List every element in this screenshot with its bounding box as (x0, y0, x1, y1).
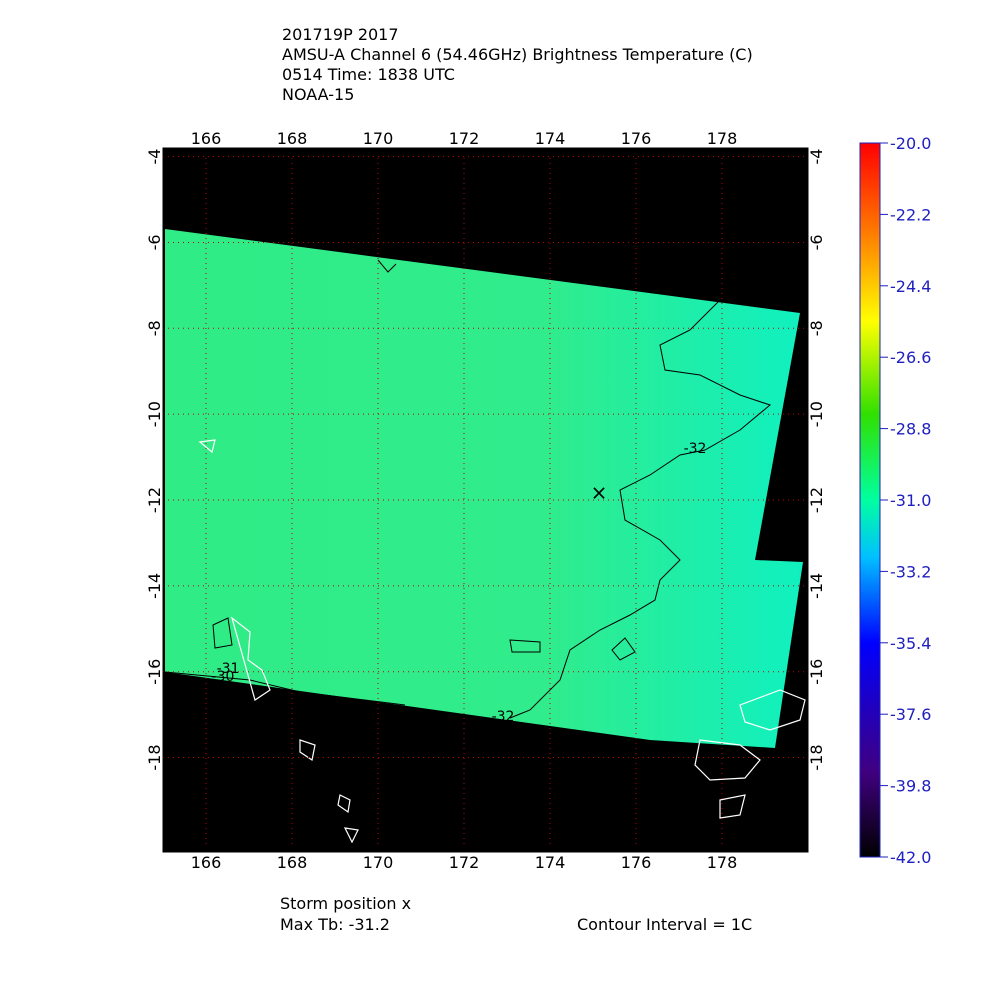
axes: 166 166 168 168 170 170 172 172 174 174 176 176 178 1… (145, 129, 826, 872)
colorbar-label: -20.0 (890, 134, 931, 153)
colorbar-label: -33.2 (890, 562, 931, 581)
max-tb: Max Tb: -31.2 (280, 915, 390, 934)
colorbar-ticks: -20.0 -22.2 -24.4 -26.6 -28.8 -31.0 -33.2 -35.4… (880, 134, 931, 867)
map-frame (162, 147, 809, 853)
lat-label-right: -6 (807, 234, 826, 250)
lat-label-right: -18 (807, 744, 826, 770)
colorbar-label: -37.6 (890, 705, 931, 724)
lat-label-right: -16 (807, 659, 826, 685)
colorbar-label: -35.4 (890, 634, 931, 653)
lat-label-right: -12 (807, 487, 826, 513)
contour-label: -32 (684, 441, 707, 457)
colorbar-label: -28.8 (890, 420, 931, 439)
colorbar-label: -39.8 (890, 777, 931, 796)
contour-label: -32 (492, 709, 515, 725)
colorbar-label: -42.0 (890, 848, 931, 867)
lat-label-right: -10 (807, 401, 826, 427)
lon-label-top: 176 (621, 129, 652, 148)
lon-label-bottom: 170 (363, 853, 394, 872)
lat-label-left: -16 (145, 659, 164, 685)
lat-label-left: -12 (145, 487, 164, 513)
coastlines (198, 439, 806, 844)
storm-marker: × (591, 481, 608, 505)
lon-label-bottom: 174 (535, 853, 566, 872)
header-line: 0514 Time: 1838 UTC (282, 65, 455, 84)
colorbar-label: -26.6 (890, 348, 931, 367)
lon-label-top: 174 (535, 129, 566, 148)
lon-label-top: 168 (277, 129, 308, 148)
contour-label: -31 (217, 661, 240, 677)
lat-label-right: -8 (807, 320, 826, 336)
header-line: 201719P 2017 (282, 25, 399, 44)
lat-label-left: -14 (145, 573, 164, 599)
lon-label-top: 178 (707, 129, 738, 148)
lon-label-bottom: 172 (449, 853, 480, 872)
colorbar-label: -31.0 (890, 491, 931, 510)
lat-label-left: -18 (145, 744, 164, 770)
lon-label-bottom: 178 (707, 853, 738, 872)
data-swath (165, 229, 803, 748)
storm-note: Storm position x (280, 894, 411, 913)
lon-label-top: 170 (363, 129, 394, 148)
lat-label-left: -4 (145, 149, 164, 165)
colorbar-label: -22.2 (890, 205, 931, 224)
header-line: AMSU-A Channel 6 (54.46GHz) Brightness T… (282, 45, 753, 64)
lon-label-bottom: 176 (621, 853, 652, 872)
contours (164, 259, 772, 719)
contour-label: -30 (212, 669, 235, 685)
lon-label-top: 166 (191, 129, 222, 148)
colorbar (859, 142, 881, 858)
lon-label-top: 172 (449, 129, 480, 148)
lat-label-left: -6 (145, 234, 164, 250)
lon-label-bottom: 166 (191, 853, 222, 872)
contour-interval: Contour Interval = 1C (577, 915, 752, 934)
header-line: NOAA-15 (282, 85, 354, 104)
lat-label-left: -10 (145, 401, 164, 427)
lon-label-bottom: 168 (277, 853, 308, 872)
lat-label-right: -4 (807, 149, 826, 165)
lat-label-left: -8 (145, 320, 164, 336)
lat-label-right: -14 (807, 573, 826, 599)
colorbar-label: -24.4 (890, 277, 931, 296)
